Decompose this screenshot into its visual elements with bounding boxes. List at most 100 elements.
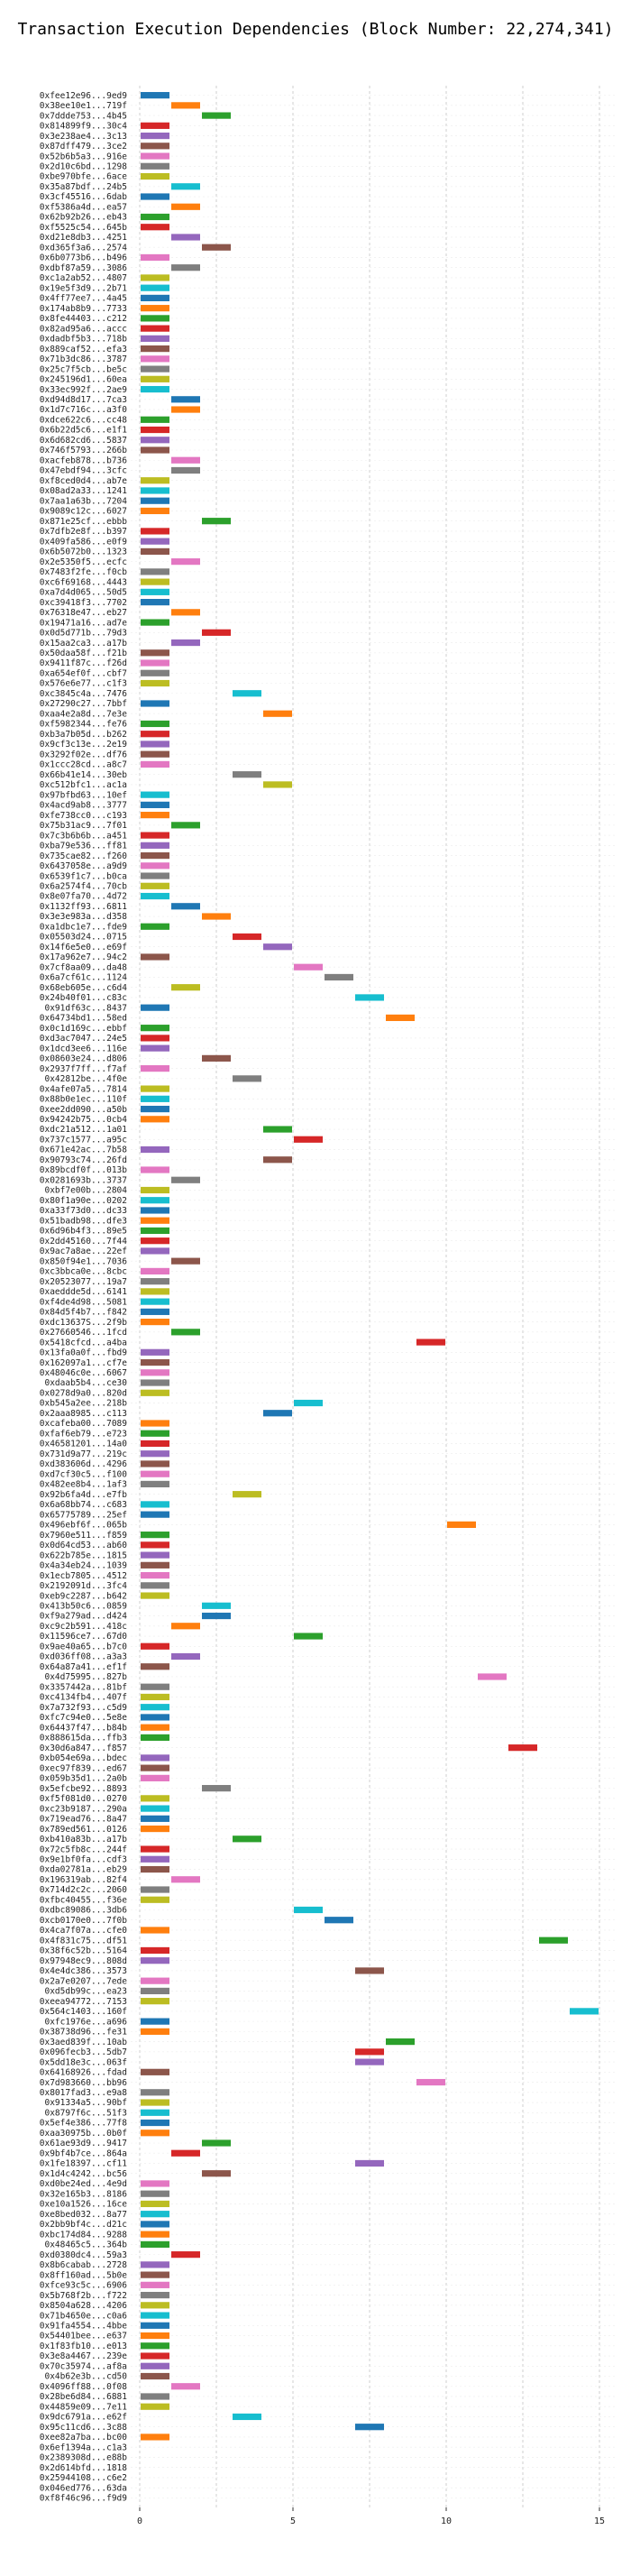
y-tick-label: 0x3e238ae4...3c13 [40,132,127,142]
transaction-bar [263,1156,292,1164]
transaction-bar [416,2078,445,2086]
transaction-bar [171,102,200,109]
y-tick-label: 0x54401bee...e637 [40,2332,127,2341]
y-tick-label: 0x68eb605e...c6d4 [40,983,128,993]
transaction-bar [171,456,200,464]
y-tick-label: 0x4f831c75...df51 [40,1936,128,1946]
y-tick-label: 0x671e42ac...7b58 [40,1145,128,1155]
y-tick-label: 0x5efcbe92...8893 [40,1784,127,1794]
transaction-bar [141,700,169,707]
y-tick-label: 0x1ecb7805...4512 [40,1571,127,1581]
y-tick-label: 0x4096ff88...0f08 [40,2382,128,2392]
y-tick-label: 0x38738d96...fe31 [40,2028,128,2038]
y-tick-label: 0xbc174d84...9288 [40,2230,128,2240]
transaction-bar [141,659,169,667]
transaction-bar [141,152,169,160]
y-tick-label: 0x3aed839f...10ab [40,2038,128,2047]
y-tick-label: 0x735cae82...f260 [40,851,128,861]
transaction-bar [141,619,169,626]
y-tick-label: 0x11596ce7...67d0 [40,1632,128,1642]
transaction-bar [141,1095,169,1102]
y-tick-label: 0x4afe07a5...7814 [40,1084,128,1094]
transaction-bar [294,1136,323,1143]
transaction-bar [141,1369,169,1376]
y-tick-label: 0xf5525c54...645b [40,223,128,233]
y-tick-label: 0x46581201...14a0 [40,1440,128,1449]
y-tick-label: 0x622b785e...1815 [40,1550,127,1560]
transaction-bar [171,406,200,413]
y-tick-label: 0x13fa0a0f...fbd9 [40,1348,128,1358]
transaction-bar [141,1035,169,1042]
y-tick-label: 0xb054e69a...bdec [40,1753,127,1763]
y-tick-label: 0xc3845c4a...7476 [40,689,128,699]
y-tick-label: 0xcb0170e0...7f0b [40,1916,128,1926]
transaction-bar [141,1470,169,1477]
transaction-bar [202,112,231,119]
transaction-bar [171,1876,200,1883]
y-tick-label: 0xc3bbca0e...8cbc [40,1267,127,1277]
transaction-bar [141,1977,169,1984]
transaction-bar [141,720,169,728]
y-tick-label: 0x9dc6791a...e62f [40,2413,127,2423]
y-tick-label: 0x08ad2a33...1241 [40,486,128,496]
transaction-bar [141,1166,169,1173]
transaction-bar [141,1044,169,1052]
transaction-bar [141,1855,169,1863]
transaction-bar [141,1278,169,1285]
y-tick-label: 0x6b22d5c6...e1f1 [40,426,128,436]
y-tick-label: 0x47ebdf94...3cfc [40,466,127,476]
y-tick-label: 0xf5982344...fe76 [40,720,128,730]
transaction-bar [202,1785,231,1792]
transaction-bar [141,1227,169,1235]
y-tick-label: 0xf5386a4d...ea57 [40,202,127,212]
y-tick-label: 0xe8bed032...8a77 [40,2210,127,2220]
transaction-bar [141,528,169,535]
y-tick-label: 0x61ae93d9...9417 [40,2139,127,2148]
transaction-bar [141,2362,169,2369]
y-tick-label: 0x08603e24...d806 [40,1054,128,1064]
transaction-bar [141,750,169,758]
y-tick-label: 0x0281693b...3737 [40,1175,127,1185]
transaction-bar [141,497,169,504]
y-tick-label: 0x7a732f93...c5d9 [40,1703,128,1713]
y-tick-label: 0x50daa58f...f21b [40,649,128,658]
y-tick-label: 0x6437058e...a9d9 [40,861,128,871]
transaction-bar [141,1987,169,1995]
transaction-bar [141,426,169,434]
y-tick-label: 0xfce93c5c...6906 [40,2281,128,2291]
y-tick-label: 0x9411f87c...f26d [40,658,127,668]
y-tick-label: 0xd383606d...4296 [40,1459,128,1469]
y-tick-label: 0x30d6a847...f857 [40,1743,127,1753]
transaction-bar [233,1075,261,1082]
y-tick-label: 0x7dfb2e8f...b397 [40,527,127,537]
y-tick-label: 0x0d5d771b...79d3 [40,629,127,639]
transaction-bar [141,2403,169,2410]
transaction-bar [141,253,169,262]
y-tick-label: 0xee2dd090...a50b [40,1105,128,1115]
y-tick-label: 0x5418cfcd...a4ba [40,1338,127,1348]
y-tick-label: 0x1dcd3ee6...116e [40,1044,128,1053]
y-tick-label: 0x4ff77ee7...4a45 [40,294,127,304]
transaction-bar [141,2261,169,2268]
transaction-bar [141,1358,169,1366]
grid-layer [131,86,617,2507]
y-tick-label: 0x7cf8aa09...da48 [40,962,128,972]
y-tick-label: 0x2937f7ff...f7af [40,1064,127,1074]
y-tick-label: 0x89bcdf0f...013b [40,1165,128,1175]
transaction-bar [355,2159,384,2167]
y-tick-label: 0x92b6fa4d...e7fb [40,1490,128,1500]
transaction-bar [233,1835,261,1843]
y-tick-label: 0x20523077...19a7 [40,1277,127,1287]
transaction-bar [141,1663,169,1670]
transaction-bar [141,2271,169,2278]
y-tick-label: 0xdce622c6...cc48 [40,415,128,425]
transaction-bar [386,1014,415,1022]
transaction-bar [141,538,169,545]
y-tick-label: 0xd365f3a6...2574 [40,243,128,253]
transaction-bar [141,1724,169,1731]
y-tick-label: 0x6a7cf61c...1124 [40,973,128,983]
transaction-bar [141,1805,169,1812]
label-layer: 0xfee12e96...9ed90x38ee10e1...719f0x7ddd… [40,91,128,2504]
y-tick-label: 0x97948ec9...808d [40,1956,127,1966]
y-tick-label: 0x14f6e5e0...e69f [40,943,127,952]
